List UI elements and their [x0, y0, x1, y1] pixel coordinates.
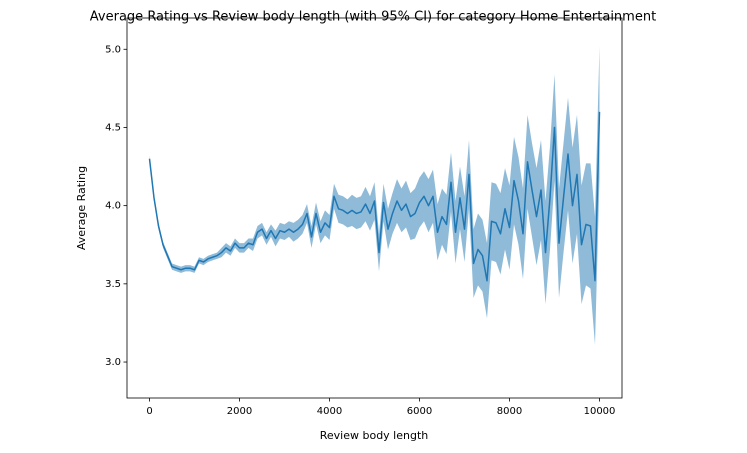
y-tick-label: 4.0 — [105, 201, 121, 212]
y-tick-label: 3.0 — [105, 357, 121, 368]
x-tick-label: 10000 — [584, 406, 616, 417]
y-tick-label: 4.5 — [105, 122, 121, 133]
x-tick-label: 0 — [146, 406, 152, 417]
x-tick-label: 4000 — [317, 406, 342, 417]
ci-band — [149, 46, 600, 345]
chart-title: Average Rating vs Review body length (wi… — [90, 10, 656, 25]
x-tick-label: 6000 — [407, 406, 432, 417]
y-tick-label: 5.0 — [105, 44, 121, 55]
x-axis-label: Review body length — [320, 429, 429, 442]
y-tick-label: 3.5 — [105, 279, 121, 290]
mean-line — [148, 111, 601, 282]
plot-frame — [126, 17, 623, 399]
x-tick-label: 8000 — [497, 406, 522, 417]
y-axis-label: Average Rating — [75, 166, 88, 250]
x-tick-label: 2000 — [227, 406, 252, 417]
